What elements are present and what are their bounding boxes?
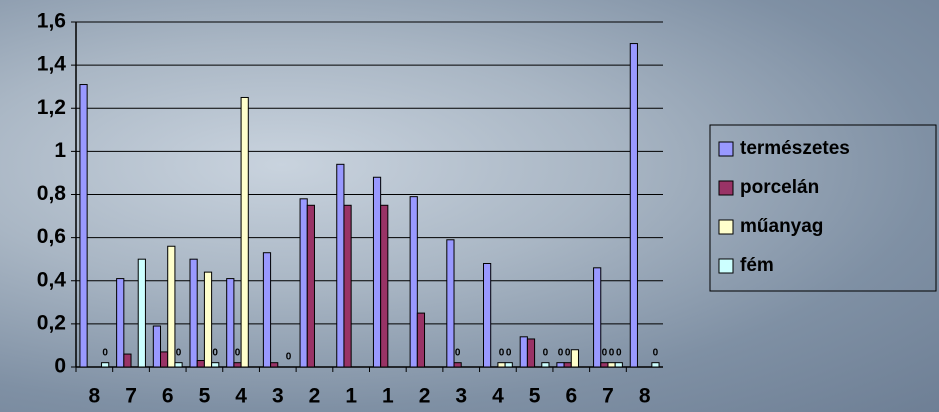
value-label: 0 <box>653 347 659 358</box>
bar <box>116 278 125 368</box>
x-tick-label: 1 <box>345 385 357 408</box>
bar <box>101 362 110 368</box>
bar <box>629 43 638 368</box>
bar <box>497 362 506 368</box>
bar <box>152 325 162 368</box>
bar <box>211 362 220 368</box>
bar <box>226 278 235 368</box>
bar <box>299 198 308 368</box>
bar <box>174 362 183 368</box>
bar <box>79 84 88 368</box>
legend-swatch <box>718 141 734 157</box>
bar <box>416 312 426 368</box>
bar <box>343 204 352 368</box>
bar <box>123 353 132 368</box>
value-label: 0 <box>565 347 571 358</box>
y-tick-label: 1,2 <box>37 96 66 119</box>
bar <box>196 360 205 368</box>
bar <box>240 96 249 368</box>
x-tick-label: 5 <box>529 385 541 408</box>
x-tick-label: 2 <box>309 385 321 408</box>
x-tick-label: 6 <box>162 385 174 408</box>
legend-swatch <box>718 180 734 196</box>
y-tick-label: 0,6 <box>37 225 66 248</box>
bar <box>541 362 550 368</box>
bar <box>556 362 565 368</box>
legend-box <box>709 124 937 292</box>
bar <box>262 252 272 368</box>
value-label: 0 <box>235 347 241 358</box>
x-tick-label: 3 <box>272 385 284 408</box>
legend-label: fém <box>740 255 774 276</box>
bar <box>526 338 536 368</box>
bar <box>203 271 213 368</box>
bar <box>453 362 462 368</box>
y-tick-label: 1,4 <box>37 53 67 76</box>
bar <box>233 362 242 368</box>
bar <box>336 163 345 368</box>
bar <box>306 204 315 368</box>
x-tick-label: 2 <box>419 385 431 408</box>
bar <box>593 267 602 368</box>
bar <box>607 362 616 368</box>
value-label: 0 <box>543 347 549 358</box>
bar <box>600 362 609 368</box>
value-label: 0 <box>212 347 218 358</box>
bar <box>563 362 572 368</box>
bar <box>270 362 279 368</box>
bar <box>372 176 382 368</box>
bar <box>570 349 579 368</box>
y-tick-label: 1,6 <box>37 10 66 33</box>
value-label: 0 <box>499 347 505 358</box>
x-tick-label: 8 <box>639 385 651 408</box>
y-tick-label: 0,4 <box>37 268 67 291</box>
value-label: 0 <box>176 347 182 358</box>
value-label: 0 <box>616 347 622 358</box>
value-label: 0 <box>558 347 564 358</box>
legend-label: műanyag <box>740 216 823 237</box>
bar <box>380 204 389 368</box>
value-label: 0 <box>286 352 292 363</box>
y-tick-label: 0,8 <box>37 182 67 205</box>
bar <box>409 196 418 368</box>
legend-label: természetes <box>740 138 850 159</box>
bar <box>160 351 169 368</box>
bar <box>483 263 492 368</box>
bar <box>651 362 660 368</box>
y-tick-label: 0 <box>54 355 66 378</box>
x-tick-label: 6 <box>565 385 577 408</box>
bar <box>614 362 623 368</box>
x-tick-label: 8 <box>89 385 101 408</box>
x-tick-label: 7 <box>125 385 137 408</box>
x-tick-label: 3 <box>455 385 467 408</box>
bar <box>189 258 198 368</box>
bar <box>137 258 146 368</box>
x-tick-label: 4 <box>235 385 247 408</box>
value-label: 0 <box>455 347 461 358</box>
legend-swatch <box>718 258 734 274</box>
y-tick-label: 0,2 <box>37 311 66 334</box>
bar <box>167 245 176 368</box>
value-label: 0 <box>602 347 608 358</box>
x-tick-label: 4 <box>492 385 504 408</box>
bar <box>519 336 528 368</box>
x-tick-label: 5 <box>199 385 211 408</box>
x-tick-label: 1 <box>382 385 394 408</box>
legend-swatch <box>718 219 734 235</box>
x-tick-label: 7 <box>602 385 614 408</box>
value-label: 0 <box>506 347 512 358</box>
value-label: 0 <box>609 347 615 358</box>
legend-label: porcelán <box>740 177 819 198</box>
y-tick-label: 1 <box>54 139 66 162</box>
value-label: 0 <box>102 347 108 358</box>
bar <box>446 239 455 368</box>
bar <box>504 362 513 368</box>
